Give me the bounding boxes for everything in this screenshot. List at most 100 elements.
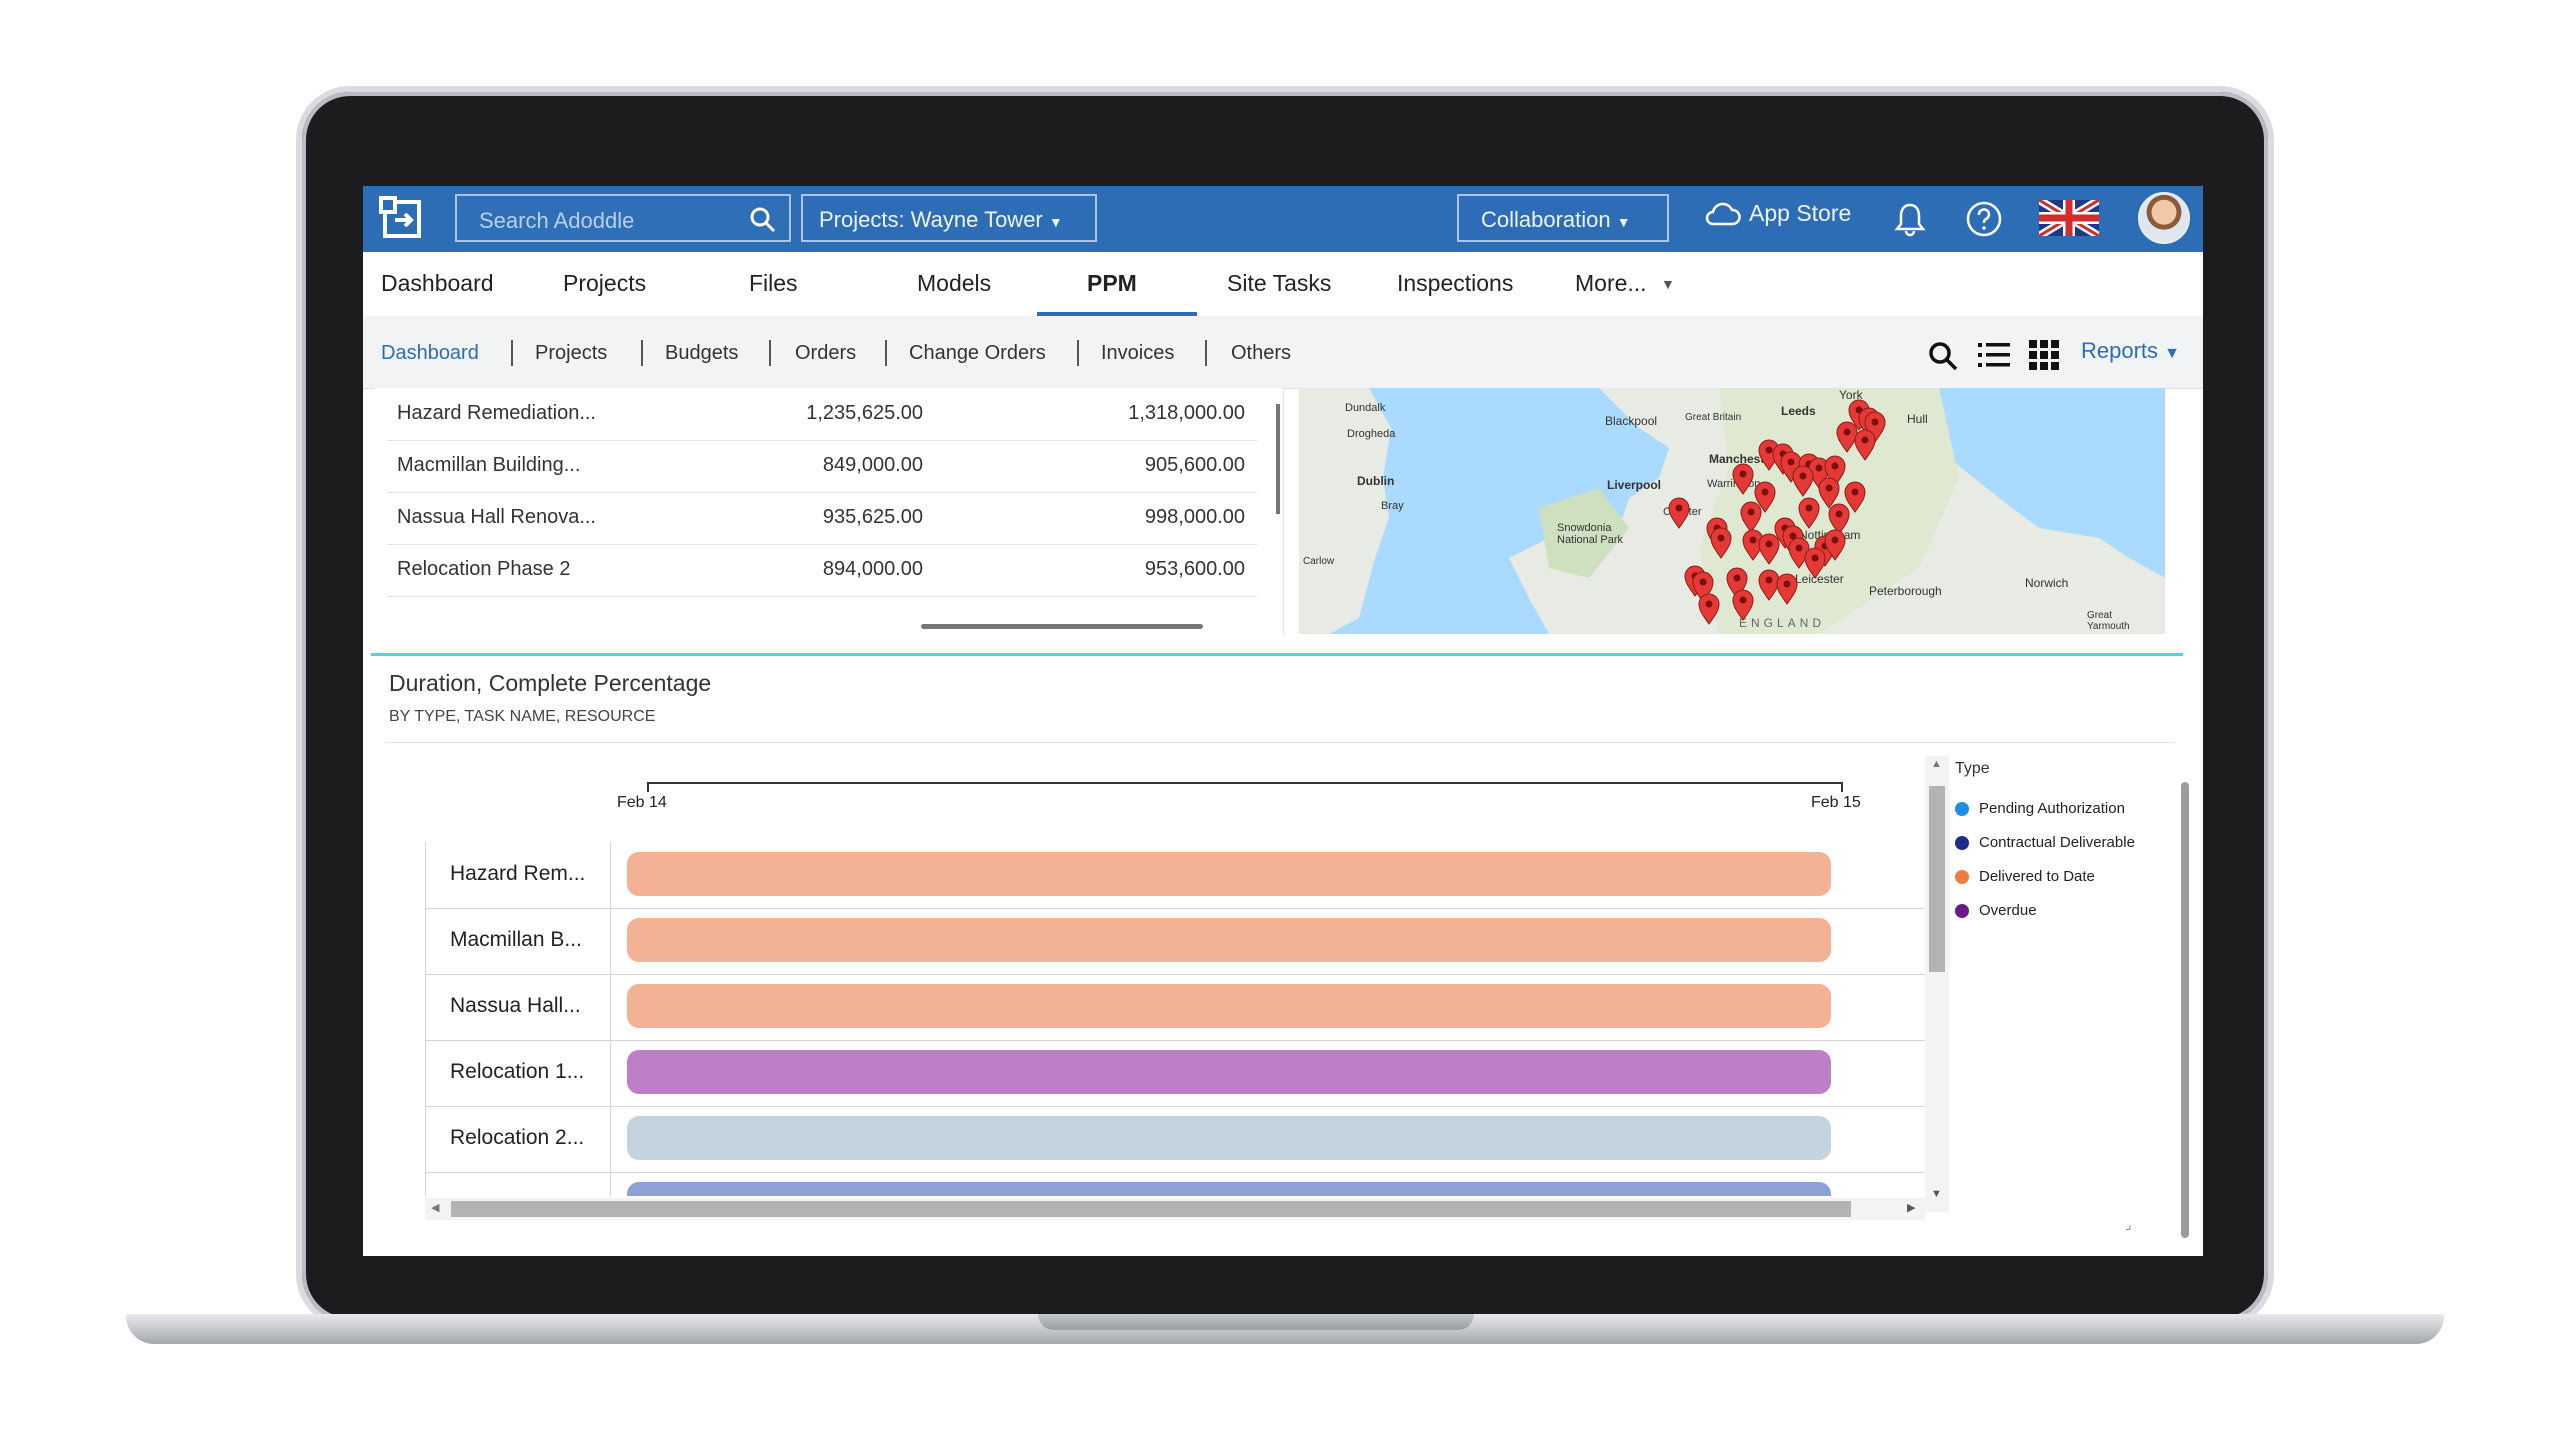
map-pin-icon[interactable] [1732,589,1754,621]
gantt-row[interactable]: Relocation 1... [425,1040,1925,1107]
map-pin-icon[interactable] [1776,573,1798,605]
gantt-task-label: Macmillan B... [425,908,611,974]
table-vertical-scrollbar[interactable] [1276,404,1280,514]
reports-label: Reports [2081,338,2159,363]
gantt-bar[interactable] [627,852,1831,896]
budget-cell: 935,625.00 [822,506,923,528]
table-row[interactable]: Nassua Hall Renova... 935,625.00 998,000… [387,492,1257,545]
search-icon[interactable] [749,206,777,234]
map-pin-dot [1747,508,1755,516]
nav-files[interactable]: Files [749,270,798,296]
active-tab-indicator [1037,312,1197,316]
gantt-task-label: Relocation 1... [425,1040,611,1106]
search-icon[interactable] [1927,340,1959,372]
map-pin-dot [1825,484,1833,492]
subnav-others[interactable]: Others [1231,342,1292,364]
gantt-row[interactable]: Nassua Hall... [425,974,1925,1041]
legend-item[interactable]: Contractual Deliverable [1955,834,2135,851]
subnav-budgets[interactable]: Budgets [665,342,739,364]
map-pin-icon[interactable] [1792,465,1814,497]
scroll-thumb[interactable] [1929,786,1945,972]
axis-tick [647,782,649,792]
map-pin-icon[interactable] [1828,503,1850,535]
subnav-orders[interactable]: Orders [795,342,857,364]
legend-label: Pending Authorization [1979,800,2125,817]
chart-vertical-scrollbar[interactable]: ▲ ▼ [1925,756,1949,1212]
map-pin-icon[interactable] [1698,593,1720,625]
map-pin-icon[interactable] [1740,501,1762,533]
map-label: Leeds [1781,404,1816,418]
search-placeholder: Search Adoddle [479,208,635,233]
gantt-task-label: Nassua Hall... [425,974,611,1040]
budget-cell: 894,000.00 [822,558,923,580]
map-pin-icon[interactable] [1668,497,1690,529]
panel-scrollbar[interactable] [2181,782,2189,1238]
map-pin-icon[interactable] [1818,477,1840,509]
gantt-bar[interactable] [627,1050,1831,1094]
map-pin-icon[interactable] [1854,429,1876,461]
subnav-change-orders[interactable]: Change Orders [909,342,1046,364]
table-row[interactable]: Hazard Remediation... 1,235,625.00 1,318… [387,388,1257,441]
map-pin-icon[interactable] [1754,481,1776,513]
map-pin-icon[interactable] [1836,421,1858,453]
legend-item[interactable]: Overdue [1955,902,2037,919]
collaboration-dropdown[interactable]: Collaboration ▼ [1457,194,1669,242]
map-pin-icon[interactable] [1758,533,1780,565]
project-selector[interactable]: Projects: Wayne Tower ▼ [801,194,1097,242]
scroll-left-icon[interactable]: ◀ [431,1202,440,1214]
map-pin-icon[interactable] [1844,481,1866,513]
map-pin-icon[interactable] [1798,497,1820,529]
subnav-invoices[interactable]: Invoices [1101,342,1175,364]
app-store-link[interactable]: App Store [1705,200,1851,227]
gantt-bar[interactable] [627,918,1831,962]
gantt-row[interactable]: Hazard Rem... [425,842,1925,909]
gantt-row[interactable]: Relocation 2... [425,1106,1925,1173]
subnav-projects[interactable]: Projects [535,342,608,364]
gantt-bar[interactable] [627,1182,1831,1196]
axis-tick-label: Feb 15 [1811,794,1861,811]
gantt-bar[interactable] [627,1116,1831,1160]
nav-ppm[interactable]: PPM [1087,270,1137,296]
nav-dashboard[interactable]: Dashboard [381,270,494,296]
bell-icon[interactable] [1891,200,1929,238]
reports-dropdown[interactable]: Reports ▼ [2081,338,2180,364]
gantt-bar[interactable] [627,984,1831,1028]
nav-projects[interactable]: Projects [563,270,647,296]
map-pin-icon[interactable] [1710,527,1732,559]
map-pin-icon[interactable] [1732,463,1754,495]
resize-handle-icon[interactable]: ⌟ [2125,1216,2132,1232]
scroll-up-icon[interactable]: ▲ [1931,758,1942,770]
table-horizontal-scrollbar[interactable] [921,624,1203,629]
grid-view-icon[interactable] [2029,340,2059,370]
map-pins [1668,399,1886,625]
map-pin-dot [1843,428,1851,436]
map-pin-icon[interactable] [1804,547,1826,579]
map-pin-dot [1765,540,1773,548]
gantt-row[interactable] [425,1172,1925,1196]
legend-item[interactable]: Pending Authorization [1955,800,2125,817]
nav-more[interactable]: More... [1575,270,1647,296]
nav-inspections[interactable]: Inspections [1397,270,1514,296]
scroll-right-icon[interactable]: ▶ [1907,1202,1916,1214]
map-pin-icon[interactable] [1758,569,1780,601]
nav-models[interactable]: Models [917,270,992,296]
scroll-down-icon[interactable]: ▼ [1931,1188,1942,1200]
app-logo-icon[interactable] [379,196,427,242]
map-pin-dot [1733,574,1741,582]
table-row[interactable]: Relocation Phase 2 894,000.00 953,600.00 [387,544,1257,597]
search-input[interactable]: Search Adoddle [455,194,791,242]
chart-horizontal-scrollbar[interactable]: ◀ ▶ [425,1198,1925,1220]
map-pin-icon[interactable] [1824,529,1846,561]
avatar[interactable] [2138,192,2190,244]
subnav-dashboard[interactable]: Dashboard [381,342,479,364]
help-icon[interactable] [1965,200,2003,238]
list-view-icon[interactable] [1977,340,2011,370]
table-row[interactable]: Macmillan Building... 849,000.00 905,600… [387,440,1257,493]
project-map[interactable]: York Leeds Hull Blackpool Great Britain … [1299,388,2165,634]
uk-flag-icon[interactable] [2039,200,2099,236]
nav-site-tasks[interactable]: Site Tasks [1227,270,1332,296]
legend-label: Delivered to Date [1979,868,2095,885]
legend-item[interactable]: Delivered to Date [1955,868,2095,885]
scroll-thumb[interactable] [451,1201,1851,1217]
gantt-row[interactable]: Macmillan B... [425,908,1925,975]
